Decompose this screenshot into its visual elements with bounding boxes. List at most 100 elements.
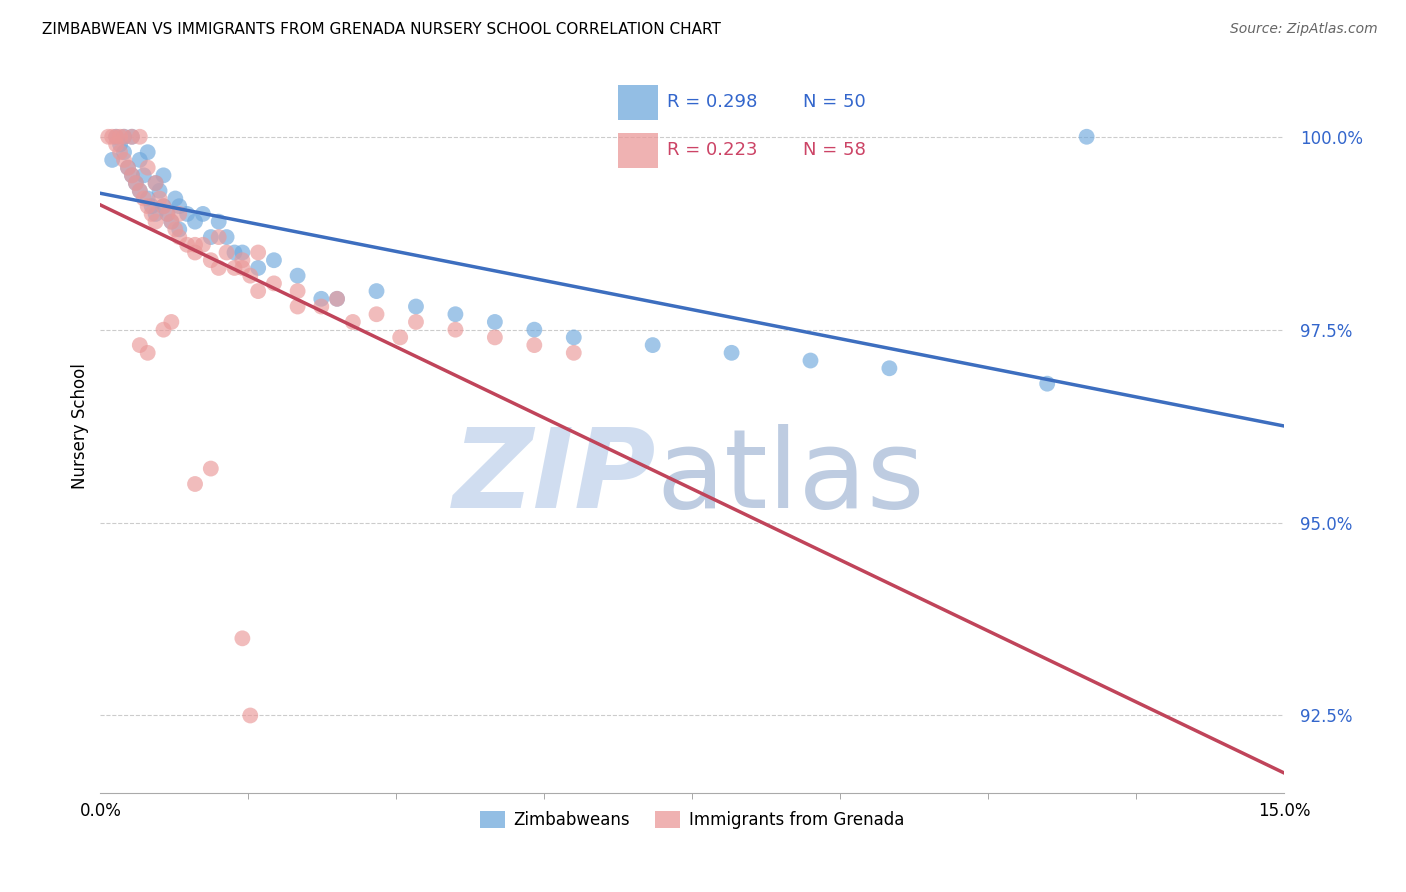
Point [208, 260, 231, 275]
Point [523, 338, 546, 352]
Point [167, 222, 190, 236]
Point [132, 169, 155, 183]
Point [366, 307, 388, 321]
Point [184, 477, 207, 491]
Point [128, 338, 150, 352]
Text: N = 58: N = 58 [803, 141, 866, 159]
Point [191, 237, 214, 252]
Point [239, 708, 262, 723]
Point [136, 161, 159, 175]
Point [121, 169, 143, 183]
Point [247, 245, 270, 260]
Point [117, 161, 139, 175]
Point [176, 237, 198, 252]
Point [105, 137, 128, 152]
Point [121, 129, 143, 144]
Point [148, 184, 170, 198]
Point [128, 184, 150, 198]
Point [184, 237, 207, 252]
Point [366, 284, 388, 298]
Point [215, 230, 238, 244]
Point [215, 245, 238, 260]
Point [720, 346, 742, 360]
Point [247, 260, 270, 275]
Point [405, 315, 427, 329]
Point [121, 129, 143, 144]
Point [128, 184, 150, 198]
Point [160, 315, 183, 329]
Point [562, 330, 585, 344]
Point [128, 153, 150, 167]
Point [156, 207, 179, 221]
Point [176, 207, 198, 221]
Point [148, 192, 170, 206]
Point [152, 323, 174, 337]
Point [121, 169, 143, 183]
Point [484, 315, 506, 329]
Point [444, 307, 467, 321]
Point [167, 199, 190, 213]
Point [167, 230, 190, 244]
Point [200, 230, 222, 244]
Point [145, 214, 167, 228]
Point [200, 461, 222, 475]
Y-axis label: Nursery School: Nursery School [72, 363, 89, 489]
Point [117, 161, 139, 175]
Point [287, 300, 309, 314]
Point [208, 214, 231, 228]
Point [136, 199, 159, 213]
Point [799, 353, 821, 368]
Point [128, 129, 150, 144]
Point [224, 260, 246, 275]
Point [152, 169, 174, 183]
Point [311, 300, 333, 314]
Point [105, 129, 128, 144]
Point [112, 145, 135, 160]
Point [101, 129, 124, 144]
Point [191, 207, 214, 221]
Point [108, 129, 131, 144]
Point [136, 346, 159, 360]
Point [112, 129, 135, 144]
Point [287, 268, 309, 283]
Point [108, 145, 131, 160]
Point [136, 145, 159, 160]
Point [231, 253, 253, 268]
Point [231, 245, 253, 260]
Point [287, 284, 309, 298]
Point [167, 207, 190, 221]
Point [389, 330, 412, 344]
Point [405, 300, 427, 314]
Point [136, 192, 159, 206]
Point [263, 277, 285, 291]
Point [342, 315, 364, 329]
Point [562, 346, 585, 360]
Point [141, 199, 163, 213]
Text: Source: ZipAtlas.com: Source: ZipAtlas.com [1230, 22, 1378, 37]
Point [231, 632, 253, 646]
Point [152, 199, 174, 213]
Text: R = 0.223: R = 0.223 [668, 141, 758, 159]
Point [156, 207, 179, 221]
Bar [617, 133, 658, 168]
Point [641, 338, 664, 352]
Point [231, 260, 253, 275]
Point [484, 330, 506, 344]
Point [224, 245, 246, 260]
Text: ZIMBABWEAN VS IMMIGRANTS FROM GRENADA NURSERY SCHOOL CORRELATION CHART: ZIMBABWEAN VS IMMIGRANTS FROM GRENADA NU… [42, 22, 721, 37]
Text: atlas: atlas [657, 424, 925, 531]
Legend: Zimbabweans, Immigrants from Grenada: Zimbabweans, Immigrants from Grenada [474, 804, 911, 836]
Point [105, 129, 128, 144]
Point [108, 137, 131, 152]
Bar [617, 85, 658, 120]
Point [165, 222, 187, 236]
Point [125, 176, 148, 190]
Point [97, 129, 120, 144]
Point [523, 323, 546, 337]
Point [145, 207, 167, 221]
Point [152, 199, 174, 213]
Point [184, 214, 207, 228]
Point [184, 245, 207, 260]
Point [132, 192, 155, 206]
Point [141, 207, 163, 221]
